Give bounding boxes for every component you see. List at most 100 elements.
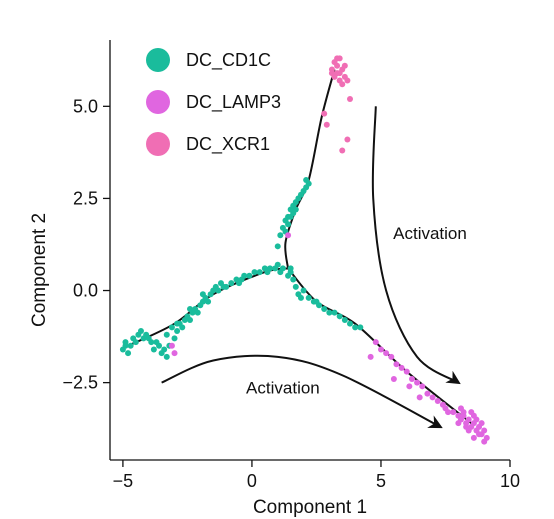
point-dc-lamp3 [419, 383, 426, 390]
legend-label-dc-xcr1: DC_XCR1 [186, 134, 270, 155]
point-dc-cd1c [174, 328, 181, 335]
point-dc-cd1c [313, 298, 320, 305]
point-dc-cd1c [274, 261, 281, 268]
point-dc-xcr1 [341, 62, 348, 69]
point-dc-xcr1 [347, 95, 353, 102]
point-dc-lamp3 [424, 390, 431, 397]
legend-marker-dc-lamp3 [146, 90, 170, 114]
point-dc-cd1c [132, 339, 139, 346]
point-dc-lamp3 [398, 364, 405, 371]
point-dc-lamp3 [403, 368, 410, 375]
point-dc-cd1c [171, 335, 178, 342]
point-dc-lamp3 [372, 339, 379, 346]
point-dc-xcr1 [321, 110, 328, 117]
point-dc-cd1c [220, 283, 227, 290]
point-dc-cd1c [238, 276, 245, 283]
point-dc-lamp3 [168, 342, 175, 349]
point-dc-lamp3 [367, 353, 374, 360]
point-dc-cd1c [347, 320, 353, 327]
point-dc-lamp3 [393, 361, 400, 368]
point-dc-cd1c [336, 313, 343, 320]
legend-label-dc-lamp3: DC_LAMP3 [186, 92, 281, 113]
point-dc-lamp3 [481, 427, 488, 434]
point-dc-cd1c [199, 291, 206, 298]
point-dc-cd1c [168, 324, 175, 331]
point-dc-cd1c [292, 283, 299, 290]
point-dc-xcr1 [339, 147, 346, 154]
point-dc-cd1c [292, 206, 299, 213]
point-dc-cd1c [150, 346, 157, 353]
point-dc-cd1c [297, 294, 304, 301]
point-dc-cd1c [163, 331, 170, 338]
activation-arrows [161, 106, 461, 429]
y-tick-label: 0.0 [73, 281, 98, 301]
activation-label-2: Activation [246, 379, 320, 398]
point-dc-lamp3 [465, 416, 472, 423]
activation-label-1: Activation [393, 224, 467, 243]
x-axis-title: Component 1 [253, 497, 367, 518]
point-dc-lamp3 [457, 405, 464, 412]
point-dc-lamp3 [442, 405, 449, 412]
point-dc-cd1c [174, 320, 181, 327]
point-dc-cd1c [331, 309, 338, 316]
point-dc-cd1c [205, 298, 212, 305]
point-dc-lamp3 [408, 375, 415, 382]
point-dc-cd1c [127, 342, 134, 349]
point-dc-lamp3 [476, 431, 483, 438]
point-dc-cd1c [274, 243, 281, 250]
legend: DC_CD1C DC_LAMP3 DC_XCR1 [146, 48, 281, 156]
point-dc-lamp3 [406, 383, 413, 390]
point-dc-cd1c [357, 324, 364, 331]
trajectory-branch-3 [287, 267, 472, 424]
point-dc-lamp3 [414, 379, 421, 386]
point-dc-cd1c [279, 265, 286, 272]
point-dc-lamp3 [473, 416, 480, 423]
point-dc-cd1c [194, 309, 201, 316]
point-dc-lamp3 [470, 434, 477, 441]
y-tick-label: 2.5 [73, 188, 98, 208]
activation-arrow-1 [371, 106, 461, 385]
point-dc-cd1c [264, 269, 271, 276]
point-dc-cd1c [251, 269, 258, 276]
point-dc-xcr1 [339, 81, 346, 88]
point-dc-xcr1 [334, 62, 341, 69]
annotations: Activation Activation [246, 224, 467, 398]
point-dc-xcr1 [334, 55, 341, 62]
x-tick-label: 5 [376, 471, 386, 491]
point-dc-xcr1 [336, 70, 343, 77]
point-dc-lamp3 [171, 350, 178, 357]
x-tick-label: −5 [113, 471, 134, 491]
legend-label-dc-cd1c: DC_CD1C [186, 50, 271, 71]
point-dc-cd1c [285, 221, 292, 228]
point-dc-lamp3 [377, 346, 384, 353]
point-dc-cd1c [305, 180, 312, 187]
y-tick-label: 5.0 [73, 96, 98, 116]
point-dc-cd1c [179, 324, 186, 331]
point-dc-cd1c [153, 339, 160, 346]
point-dc-lamp3 [478, 420, 485, 427]
point-dc-cd1c [305, 294, 312, 301]
point-dc-lamp3 [390, 375, 397, 382]
point-dc-lamp3 [388, 353, 395, 360]
point-dc-lamp3 [463, 423, 470, 430]
point-dc-cd1c [163, 353, 170, 360]
point-dc-lamp3 [468, 409, 475, 416]
y-axis-title: Component 2 [29, 213, 50, 327]
point-dc-xcr1 [323, 121, 330, 128]
point-dc-lamp3 [455, 420, 462, 427]
point-dc-lamp3 [429, 394, 436, 401]
point-dc-xcr1 [328, 70, 335, 77]
activation-arrow-2 [161, 354, 443, 429]
point-dc-xcr1 [344, 77, 351, 84]
point-dc-cd1c [145, 335, 152, 342]
point-dc-cd1c [321, 305, 328, 312]
point-dc-cd1c [246, 272, 253, 279]
point-dc-lamp3 [481, 438, 488, 445]
point-dc-cd1c [326, 309, 333, 316]
point-dc-lamp3 [450, 409, 457, 416]
y-tick-label: −2.5 [62, 373, 98, 393]
trajectory-branch-1 [127, 267, 289, 347]
point-dc-cd1c [137, 328, 144, 335]
trajectory-branch-2 [284, 69, 336, 269]
point-dc-cd1c [215, 287, 222, 294]
